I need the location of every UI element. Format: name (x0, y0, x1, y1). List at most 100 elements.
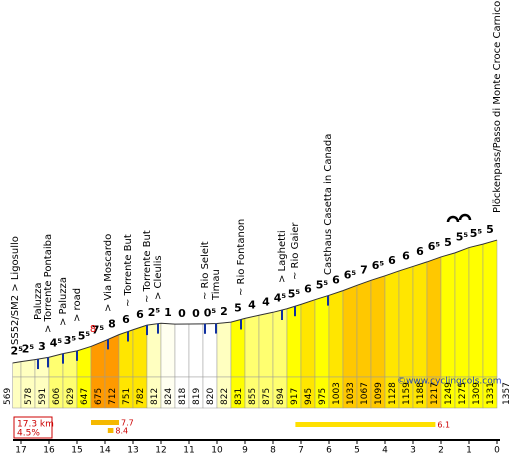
gradient-label: 5⁵ (456, 231, 469, 244)
credit: ©www.cyclingcols.com (397, 377, 501, 387)
gradient-label: 5⁵ (288, 287, 301, 300)
x-tick-label: 6 (326, 446, 332, 453)
elevation-label: 782 (136, 388, 146, 405)
elevation-label: 875 (262, 388, 272, 405)
elevation-label: 820 (206, 388, 216, 405)
gradient-label: 0⁵ (204, 307, 217, 320)
gradient-label: 4 (248, 298, 256, 311)
landmark: SS52/SM2 > Ligosullo (10, 236, 21, 345)
landmark: Casthaus Casetta in Canada (323, 134, 334, 275)
segment (384, 270, 400, 378)
x-tick-label: 1 (466, 446, 472, 453)
elevation-label: 675 (94, 388, 104, 405)
elevation-label: 1357 (502, 382, 512, 405)
x-tick-label: 4 (382, 446, 388, 453)
gradient-label: 5⁵ (470, 227, 483, 240)
segment (356, 279, 372, 378)
elevation-label: 812 (150, 388, 160, 405)
gradient-label: 6 (402, 249, 410, 262)
gradient-label: 0 (178, 307, 186, 320)
elevation-label: 1099 (374, 382, 384, 405)
gradient-label: 8 (108, 318, 116, 331)
gradient-label: 6⁵ (428, 240, 441, 253)
segment (76, 346, 92, 378)
x-tick-label: 16 (43, 446, 55, 453)
elevation-label: 591 (38, 388, 48, 405)
segment (132, 324, 148, 378)
steep-label: 8.4 (115, 427, 128, 436)
segment (440, 252, 456, 378)
average-gradient: 4.5% (17, 429, 40, 439)
x-tick-label: 8 (270, 446, 276, 453)
segment (188, 323, 204, 378)
landmark: Paluzza (33, 283, 44, 320)
segment (118, 329, 134, 378)
landmark: > Cleulis (153, 255, 164, 300)
elevation-label: 824 (164, 388, 174, 405)
x-tick-label: 13 (127, 446, 138, 453)
landmark: > Paluzza (58, 277, 69, 326)
elevation-label: 629 (66, 388, 76, 405)
elevation-label: 751 (122, 388, 132, 405)
gradient-label: 5 (444, 236, 452, 249)
gradient-label: 6 (304, 283, 312, 296)
gradient-label: 5⁵ (78, 329, 91, 342)
gradient-label: 6 (388, 254, 396, 267)
gradient-label: 5 (486, 223, 494, 236)
tunnel-icon (446, 213, 472, 223)
distance: 17.3 km (17, 420, 54, 430)
gradient-label: 5⁵ (316, 278, 329, 291)
landmark: > Via Moscardo (103, 234, 114, 312)
elevation-label: 569 (3, 388, 13, 405)
segment (398, 266, 414, 378)
elevation-label: 894 (276, 388, 286, 405)
gradient-label: 6⁵ (344, 268, 357, 281)
x-tick-label: 15 (71, 446, 82, 453)
elevation-label: 822 (220, 388, 230, 405)
elevation-label: 917 (290, 388, 300, 405)
elevation-label: 578 (24, 388, 34, 405)
segment (160, 322, 176, 378)
segment (328, 290, 344, 378)
segment (482, 239, 498, 378)
gradient-label: 6 (416, 245, 424, 258)
gradient-label: 6 (136, 308, 144, 321)
elevation-label: 1033 (346, 382, 356, 405)
gradient-label: 4⁵ (50, 337, 63, 350)
elevation-label: 1275 (458, 382, 468, 405)
profile-line (12, 239, 498, 364)
segment (272, 308, 288, 378)
x-tick-label: 10 (211, 446, 223, 453)
gradient-label: 2⁵ (148, 306, 161, 319)
elevation-label: 1249 (444, 382, 454, 405)
elevation-label: 818 (178, 388, 188, 405)
steep-bar (295, 422, 436, 427)
segment (426, 256, 442, 378)
segment (454, 247, 470, 378)
segment (258, 311, 274, 378)
x-tick-label: 2 (438, 446, 444, 453)
gradient-label: 0 (192, 307, 200, 320)
x-tick-label: 7 (298, 446, 304, 453)
gradient-label: 7⁵ (92, 324, 105, 337)
landmark: ~ Rio Fontanon (236, 219, 247, 296)
elevation-label: 712 (108, 388, 118, 405)
gradient-label: 4 (262, 295, 270, 308)
landmark: > Torrente Pontaiba (43, 234, 54, 333)
gradient-label: 4⁵ (274, 292, 287, 305)
segment (174, 323, 190, 378)
elevation-label: 606 (52, 388, 62, 405)
steep-bar (107, 428, 114, 433)
elevation-label: 1159 (402, 382, 412, 405)
elevation-label: 855 (248, 388, 258, 405)
steep-label: 7.7 (121, 419, 134, 428)
x-tick-label: 14 (99, 446, 111, 453)
x-tick-label: 17 (15, 446, 26, 453)
gradient-label: 1 (164, 306, 172, 319)
elevation-label: 1217 (430, 382, 440, 405)
gradient-label: 6 (332, 274, 340, 287)
x-tick-label: 9 (242, 446, 248, 453)
segment (216, 321, 232, 378)
